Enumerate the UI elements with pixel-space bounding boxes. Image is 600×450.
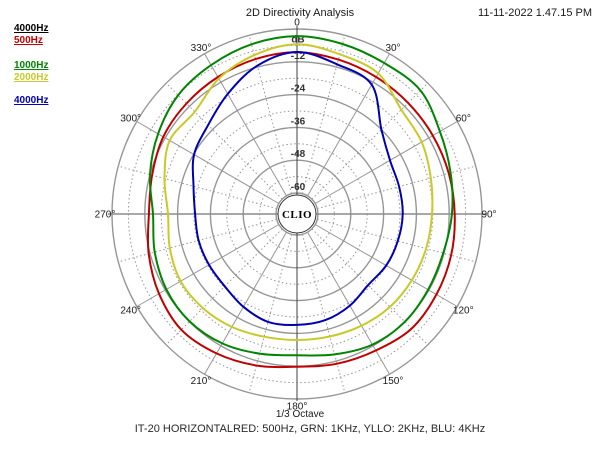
curve-2000hz bbox=[163, 43, 434, 341]
radial-units-label: dB bbox=[291, 34, 304, 45]
radial-label--12: -12 bbox=[291, 51, 306, 62]
curve-500hz bbox=[146, 51, 456, 369]
curve-1000hz bbox=[148, 35, 454, 357]
polar-grid-spoke bbox=[204, 231, 287, 375]
octave-label: 1/3 Octave bbox=[275, 409, 325, 420]
polar-grid-spoke bbox=[118, 218, 277, 263]
chart-caption: IT-20 HORIZONTALRED: 500Hz, GRN: 1KHz, Y… bbox=[134, 423, 486, 435]
polar-grid-spoke bbox=[136, 121, 280, 204]
angle-label-330: 330° bbox=[191, 43, 212, 54]
polar-grid-spoke bbox=[311, 228, 429, 346]
angle-label-270: 270° bbox=[95, 210, 116, 221]
angle-label-240: 240° bbox=[120, 306, 141, 317]
polar-grid-spoke bbox=[118, 165, 277, 210]
radial-label--24: -24 bbox=[291, 84, 306, 95]
angle-label-30: 30° bbox=[385, 43, 400, 54]
polar-grid-spoke bbox=[165, 228, 283, 346]
polar-grid-spoke bbox=[248, 35, 293, 194]
angle-label-120: 120° bbox=[453, 306, 474, 317]
angle-label-150: 150° bbox=[383, 376, 404, 387]
radial-label--60: -60 bbox=[291, 182, 306, 193]
clio-logo-text: CLIO bbox=[282, 209, 312, 221]
radial-label--48: -48 bbox=[291, 149, 306, 160]
polar-grid-spoke bbox=[165, 82, 283, 200]
polar-grid-spoke bbox=[301, 234, 346, 393]
polar-grid-spoke bbox=[301, 35, 346, 194]
legend-item-1000hz[interactable]: 1000Hz bbox=[14, 60, 49, 71]
polar-grid-spoke bbox=[136, 224, 280, 307]
legend-item-2000hz[interactable]: 2000Hz bbox=[14, 72, 49, 83]
angle-label-0: 0 bbox=[294, 18, 300, 29]
clio-logo-circle bbox=[277, 194, 317, 234]
legend-item-4000hz[interactable]: 4000Hz bbox=[14, 95, 49, 106]
angle-label-60: 60° bbox=[456, 114, 471, 125]
legend-item-4000hz-current[interactable]: 4000Hz bbox=[14, 23, 49, 34]
radial-label--36: -36 bbox=[291, 116, 306, 127]
curve-4000hz bbox=[191, 50, 404, 326]
timestamp: 11-11-2022 1.47.15 PM bbox=[478, 7, 592, 19]
angle-label-210: 210° bbox=[191, 376, 212, 387]
page-title: 2D Directivity Analysis bbox=[245, 7, 355, 19]
frequency-legend: 4000Hz 500Hz 1000Hz 2000Hz 4000Hz bbox=[14, 24, 48, 108]
angle-label-90: 90° bbox=[481, 210, 496, 221]
polar-grid-spoke bbox=[317, 218, 476, 263]
angle-label-300: 300° bbox=[120, 114, 141, 125]
angle-label-180: 180° bbox=[287, 402, 308, 413]
polar-grid-spoke bbox=[311, 82, 429, 200]
legend-item-500hz[interactable]: 500Hz bbox=[14, 35, 43, 46]
